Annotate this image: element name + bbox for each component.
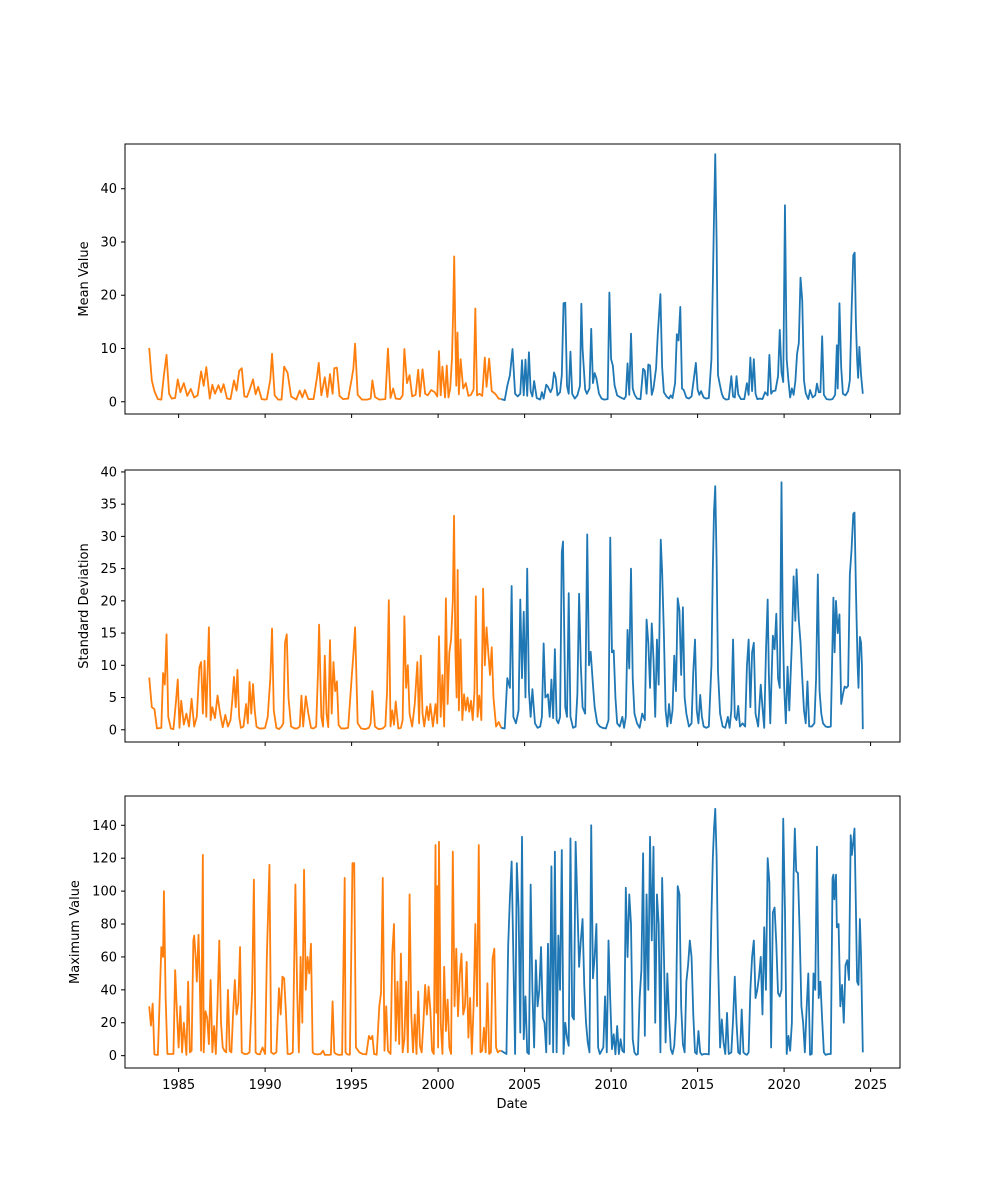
y-axis-label: Maximum Value [68,880,83,984]
panel-2: 0 5 10 15 20 25 30 35 40 Standard Deviation [77,465,901,746]
y-tick-label: 30 [100,530,117,545]
y-tick-label: 60 [100,950,117,965]
x-tick-label: 2010 [595,1078,628,1093]
y-axis-label: Standard Deviation [77,543,92,668]
x-tick-label: 2025 [854,1078,887,1093]
series-line-late [501,481,864,730]
x-tick-label: 2000 [422,1078,455,1093]
axes-frame [124,143,901,415]
y-axis-label: Mean Value [77,241,92,316]
y-tick-label: 120 [92,852,117,867]
x-tick-label: 2015 [681,1078,714,1093]
series-line-late [500,153,864,402]
y-tick-label: 40 [100,182,117,197]
y-tick-label: 10 [100,659,117,674]
panel-3: 0 20 40 60 80 100 120 140 1985 1990 1995 2000 2005 20… [68,795,901,1093]
y-tick-label: 20 [100,594,117,609]
x-tick-label: 2005 [508,1078,541,1093]
x-axis-label: Date [496,1097,527,1112]
series-line-late [500,807,864,1056]
y-tick-label: 100 [92,885,117,900]
axes-frame [124,795,901,1069]
series-line-early [148,514,503,731]
y-tick-label: 5 [109,691,117,706]
y-tick-label: 0 [109,723,117,738]
x-tick-label: 1985 [162,1078,195,1093]
axes-frame [124,469,901,743]
y-tick-label: 40 [100,983,117,998]
y-tick-label: 35 [100,498,117,513]
x-tick-label: 1995 [335,1078,368,1093]
y-tick-label: 20 [100,289,117,304]
y-tick-label: 25 [100,562,117,577]
x-tick-label: 1990 [249,1078,282,1093]
y-tick-label: 80 [100,918,117,933]
y-tick-label: 0 [109,1049,117,1064]
y-tick-label: 15 [100,627,117,642]
y-tick-label: 10 [100,342,117,357]
y-tick-label: 30 [100,235,117,250]
y-tick-label: 20 [100,1016,117,1031]
x-tick-label: 2020 [768,1078,801,1093]
y-tick-label: 40 [100,465,117,480]
series-line-early [148,840,502,1056]
panel-1: 0 10 20 30 40 Mean Value [77,143,901,418]
series-line-early [148,255,502,401]
y-tick-label: 0 [109,395,117,410]
y-tick-label: 140 [92,819,117,834]
